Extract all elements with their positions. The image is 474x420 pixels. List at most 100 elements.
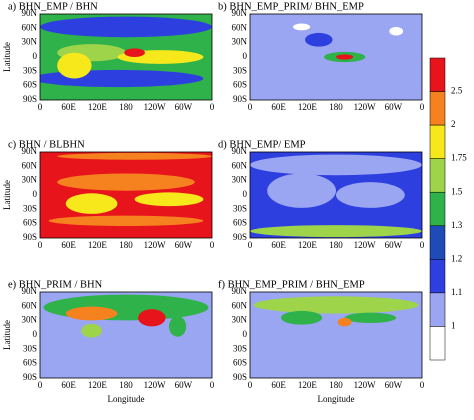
lon-label: 0 — [38, 102, 43, 112]
map-frame — [39, 291, 213, 379]
lon-label: 180 — [119, 102, 133, 112]
lon-label: 180 — [119, 380, 133, 390]
lon-label: 180 — [329, 380, 343, 390]
map-region — [267, 173, 336, 208]
map-field — [40, 292, 212, 378]
lat-label: 60N — [22, 22, 38, 32]
map-region — [57, 173, 195, 191]
map-region — [40, 69, 204, 88]
lat-label: 90S — [23, 94, 37, 104]
map-frame — [39, 13, 213, 101]
panel-title: b) BHN_EMP_PRIM/ BHN_EMP — [218, 1, 364, 12]
lat-label: 30S — [233, 203, 247, 213]
y-axis-label: Latitude — [2, 320, 12, 350]
lon-label: 0 — [38, 380, 43, 390]
lon-label: 0 — [248, 102, 253, 112]
map-region — [57, 152, 212, 160]
lon-label: 120E — [88, 240, 108, 250]
lon-label: 120W — [354, 380, 377, 390]
y-axis-label: Latitude — [2, 180, 12, 210]
lon-label: 60E — [271, 102, 286, 112]
lat-label: 90S — [23, 232, 37, 242]
lat-label: 90N — [22, 286, 38, 296]
colorbar-swatch — [429, 158, 446, 193]
lon-label: 180 — [119, 240, 133, 250]
panel-title: a) BHN_EMP / BHN — [8, 1, 98, 12]
map-region — [40, 16, 212, 38]
lon-label: 0 — [248, 240, 253, 250]
lon-label: 60E — [271, 240, 286, 250]
map-region — [81, 323, 102, 338]
lon-label: 120E — [88, 380, 108, 390]
y-axis-label: Latitude — [2, 42, 12, 72]
colorbar-swatch — [429, 259, 446, 294]
panel-title: f) BHN_EMP_PRIM / BHN_EMP — [218, 279, 365, 290]
map-field — [40, 14, 212, 100]
lon-label: 0 — [248, 380, 253, 390]
lon-label: 60W — [175, 102, 193, 112]
map-region — [337, 317, 352, 327]
lon-label: 60E — [61, 380, 76, 390]
lon-label: 120W — [354, 240, 377, 250]
colorbar-label: 1 — [451, 321, 456, 331]
lon-label: 60W — [175, 240, 193, 250]
colorbar-swatch — [429, 191, 446, 227]
lon-label: 180 — [329, 102, 343, 112]
map-region — [169, 316, 187, 337]
lon-label: 120W — [144, 102, 167, 112]
lat-label: 30N — [22, 175, 38, 185]
lon-label: 60W — [385, 102, 403, 112]
lat-label: 60S — [23, 218, 37, 228]
map-region — [250, 154, 422, 176]
colorbar-label: 2 — [451, 119, 456, 129]
lat-label: 30N — [232, 37, 248, 47]
map-field — [250, 152, 422, 238]
map-region — [57, 52, 92, 79]
map-region — [134, 192, 204, 207]
lon-label: 0 — [210, 102, 215, 112]
lon-label: 120W — [144, 240, 167, 250]
panel-title: c) BHN / BLBHN — [8, 139, 85, 150]
lon-label: 60W — [175, 380, 193, 390]
map-field — [250, 14, 422, 100]
lat-label: 30N — [232, 175, 248, 185]
map-region — [65, 306, 118, 321]
lat-label: 90S — [23, 372, 37, 382]
map-region — [43, 294, 209, 321]
colorbar-label: 1.3 — [451, 220, 463, 230]
lat-label: 90S — [233, 232, 247, 242]
x-axis-label: Longitude — [318, 394, 355, 404]
panel-title: d) BHN_EMP/ EMP — [218, 139, 306, 150]
lat-label: 0 — [33, 189, 38, 199]
colorbar-swatch — [429, 124, 446, 159]
lon-label: 180 — [329, 240, 343, 250]
map-region — [250, 225, 422, 238]
lat-label: 60N — [232, 22, 248, 32]
map-region — [389, 26, 404, 36]
lon-label: 0 — [38, 240, 43, 250]
map-field — [250, 292, 422, 378]
map-region — [336, 54, 354, 60]
lat-label: 60S — [233, 218, 247, 228]
map-region — [253, 296, 419, 314]
x-axis-label: Longitude — [108, 394, 145, 404]
lon-label: 120E — [88, 102, 108, 112]
colorbar-label: 2.5 — [451, 86, 463, 96]
lat-label: 30S — [233, 343, 247, 353]
lat-label: 0 — [243, 51, 248, 61]
lat-label: 0 — [33, 329, 38, 339]
lat-label: 90N — [232, 8, 248, 18]
colorbar-label: 1.75 — [451, 153, 467, 163]
lat-label: 30S — [23, 65, 37, 75]
map-region — [48, 215, 204, 226]
lat-label: 60S — [23, 80, 37, 90]
colorbar-label: 1.1 — [451, 287, 462, 297]
lon-label: 60E — [61, 240, 76, 250]
lat-label: 90N — [232, 286, 248, 296]
lat-label: 30N — [22, 37, 38, 47]
lat-label: 30S — [233, 65, 247, 75]
map-region — [344, 312, 397, 323]
lon-label: 60W — [385, 380, 403, 390]
lon-label: 120W — [354, 102, 377, 112]
